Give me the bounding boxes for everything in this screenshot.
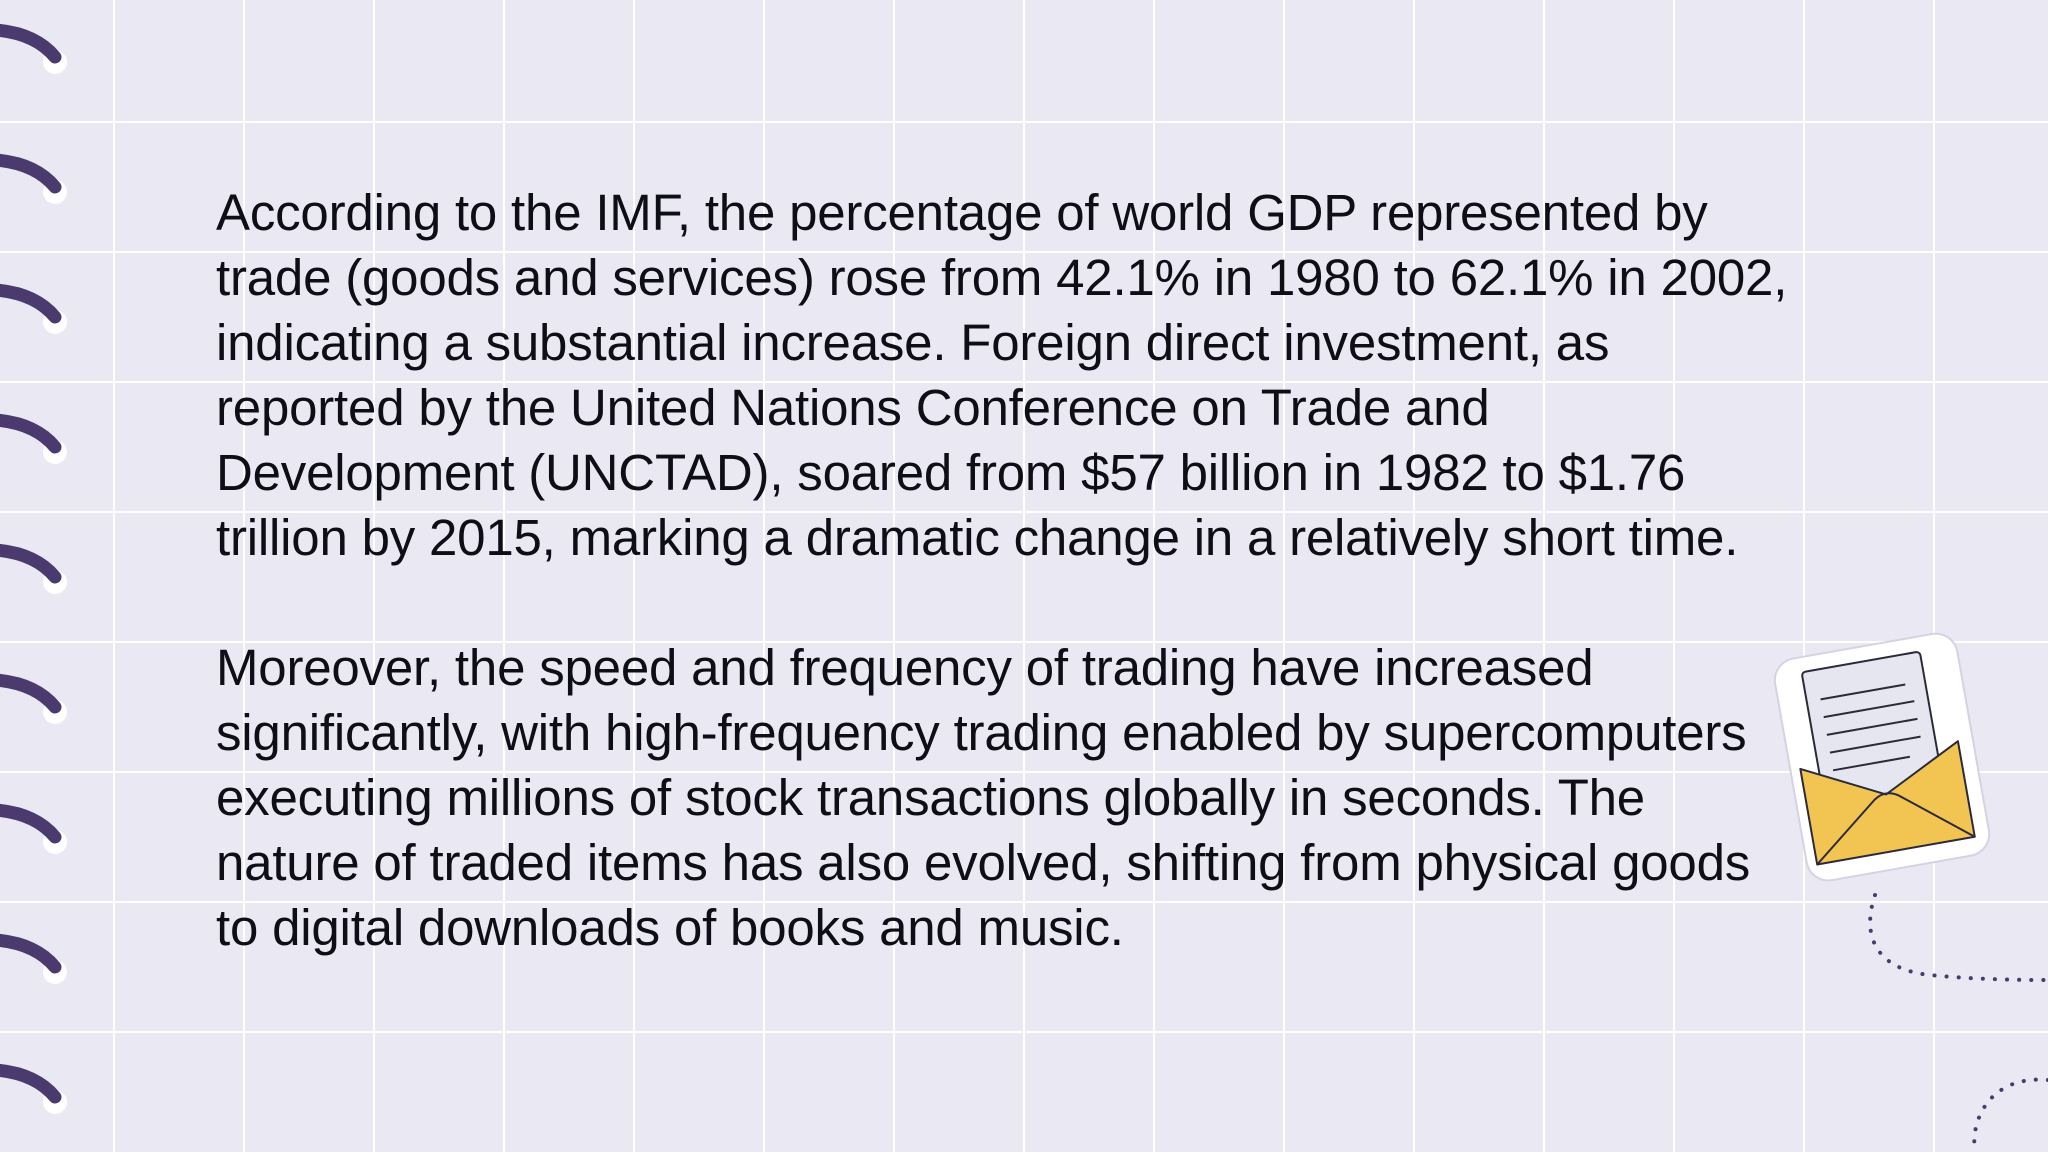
- notebook-binding: [0, 23, 67, 1114]
- notebook-ring-icon: [0, 933, 62, 974]
- notebook-ring-icon: [0, 153, 62, 194]
- dotted-path-decoration: [1868, 893, 2048, 1152]
- paragraph-trading-speed: Moreover, the speed and frequency of tra…: [216, 639, 1751, 956]
- notebook-ring-icon: [0, 283, 62, 324]
- notebook-ring-icon: [0, 413, 62, 454]
- slide-body: According to the IMF, the percentage of …: [216, 180, 1796, 960]
- notebook-ring-icon: [0, 23, 62, 64]
- notebook-ring-icon: [0, 1063, 62, 1104]
- open-envelope-letter-icon: [1773, 632, 1991, 882]
- notebook-ring-icon: [0, 803, 62, 844]
- notebook-ring-icon: [0, 543, 62, 584]
- notebook-ring-icon: [0, 673, 62, 714]
- paragraph-trade-statistics: According to the IMF, the percentage of …: [216, 184, 1788, 566]
